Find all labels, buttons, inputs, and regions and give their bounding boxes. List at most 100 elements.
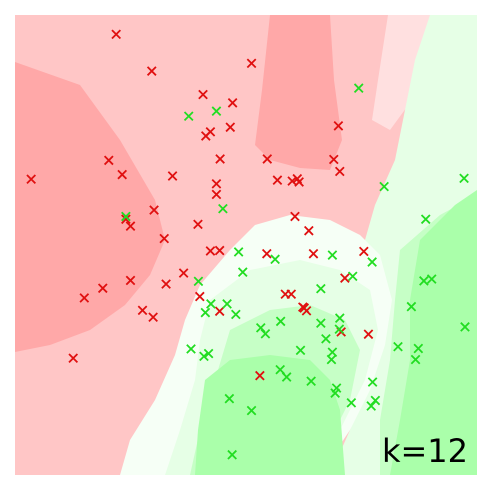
green-point-marker (316, 318, 326, 329)
red-point-marker (227, 98, 238, 108)
green-point-marker (193, 276, 204, 287)
red-point-marker (299, 303, 310, 313)
green-point-marker (218, 203, 228, 214)
green-point-marker (237, 267, 248, 277)
red-point-marker (214, 306, 225, 317)
green-point-marker (295, 345, 306, 356)
k-value-annotation: k=12 (382, 432, 468, 470)
region-green-strong-bottom (195, 355, 345, 475)
red-point-marker (303, 225, 314, 236)
red-point-marker (194, 291, 205, 302)
red-point-marker (225, 122, 236, 133)
green-point-marker (426, 274, 437, 284)
red-point-marker (161, 279, 171, 289)
red-point-marker (211, 189, 222, 200)
red-point-marker (97, 283, 108, 294)
region-red-strong-top (255, 15, 342, 170)
green-point-marker (413, 343, 424, 354)
red-point-marker (340, 273, 350, 283)
green-point-marker (270, 254, 280, 265)
red-point-marker (26, 174, 37, 185)
red-point-marker (198, 89, 208, 100)
green-point-marker (211, 106, 222, 116)
green-point-marker (183, 111, 194, 122)
green-point-marker (367, 377, 378, 387)
green-point-marker (370, 395, 381, 406)
red-point-marker (211, 178, 222, 189)
red-point-marker (167, 171, 178, 181)
red-point-marker (178, 268, 189, 278)
red-point-marker (137, 305, 148, 316)
red-point-marker (200, 131, 211, 141)
red-point-marker (68, 353, 79, 363)
red-point-marker (262, 154, 273, 164)
green-point-marker (260, 328, 271, 339)
red-point-marker (205, 246, 216, 256)
decision-regions (15, 15, 477, 475)
red-point-marker (308, 248, 319, 259)
green-point-marker (186, 344, 196, 354)
red-point-marker (148, 312, 158, 323)
green-point-marker (281, 372, 292, 382)
green-point-marker (327, 250, 338, 260)
green-point-marker (419, 276, 429, 286)
green-point-marker (353, 83, 364, 93)
green-point-marker (227, 449, 237, 460)
green-point-marker (460, 322, 470, 332)
green-point-marker (275, 316, 286, 327)
green-point-marker (222, 299, 232, 309)
green-point-marker (459, 173, 469, 184)
green-point-marker (379, 181, 389, 192)
red-point-marker (363, 329, 374, 340)
green-point-marker (410, 354, 421, 365)
red-point-marker (334, 166, 345, 177)
green-point-marker (346, 397, 357, 408)
red-point-marker (79, 293, 90, 303)
red-point-marker (111, 29, 122, 40)
green-point-marker (233, 247, 244, 257)
green-point-marker (203, 348, 214, 359)
red-point-marker (292, 173, 303, 184)
red-point-marker (286, 289, 297, 300)
green-point-marker (393, 341, 403, 352)
green-point-marker (230, 309, 241, 320)
green-point-marker (366, 401, 377, 411)
green-point-marker (420, 214, 431, 225)
green-point-marker (321, 334, 331, 344)
region-red-strong-left (15, 62, 165, 352)
red-point-marker (193, 219, 203, 230)
green-point-marker (246, 405, 257, 416)
red-point-marker (125, 275, 136, 286)
red-point-marker (255, 370, 265, 381)
red-point-marker (358, 246, 369, 257)
green-point-marker (330, 388, 341, 398)
red-point-marker (117, 169, 128, 180)
green-point-marker (326, 354, 337, 365)
green-point-marker (200, 307, 211, 318)
green-point-marker (367, 257, 377, 267)
red-point-marker (103, 155, 114, 166)
red-point-marker (149, 205, 159, 215)
red-point-marker (290, 211, 300, 222)
green-point-marker (316, 283, 326, 294)
green-point-marker (334, 313, 345, 323)
green-point-marker (306, 376, 316, 386)
data-points (26, 29, 470, 460)
green-point-marker (121, 211, 131, 222)
green-point-marker (224, 393, 235, 404)
red-point-marker (146, 66, 157, 76)
green-point-marker (347, 271, 358, 282)
green-point-marker (206, 299, 216, 309)
red-point-marker (215, 154, 225, 164)
green-point-marker (199, 351, 209, 362)
red-point-marker (159, 233, 170, 244)
red-point-marker (125, 221, 136, 231)
region-green-strong-right (390, 190, 477, 475)
red-point-marker (121, 214, 131, 225)
red-point-marker (214, 245, 225, 256)
red-point-marker (272, 175, 283, 185)
red-point-marker (333, 121, 344, 131)
red-point-marker (261, 248, 272, 259)
green-point-marker (255, 322, 266, 333)
